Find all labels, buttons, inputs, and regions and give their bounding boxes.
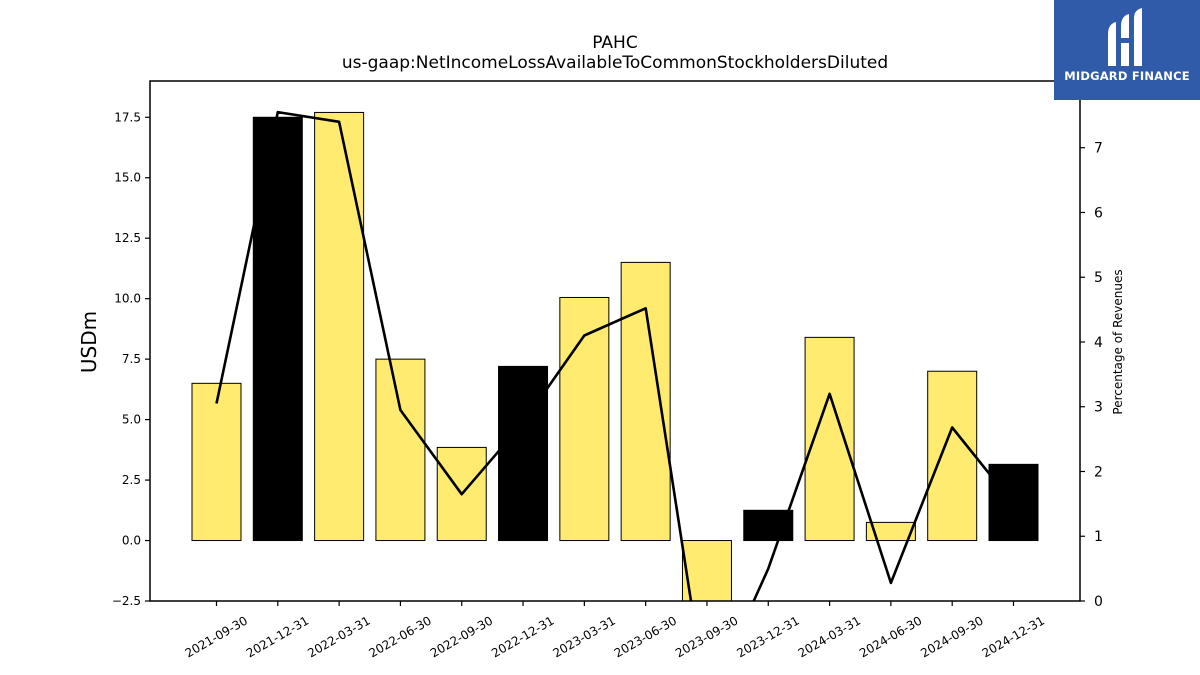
plot-frame (149, 80, 1081, 602)
x-tick-label: 2024-12-31 (980, 613, 1047, 660)
x-tick-label: 2022-03-31 (305, 613, 372, 660)
x-tick-label: 2024-09-30 (918, 613, 985, 660)
y-tick-label-right: 1 (1094, 529, 1103, 545)
y-tick-label-left: 2.5 (122, 473, 141, 487)
y-tick-label-left: 17.5 (114, 110, 141, 124)
bar-2022-12-31 (498, 365, 549, 542)
x-tick-label: 2021-12-31 (244, 613, 311, 660)
y-tick-label-right: 5 (1094, 270, 1103, 286)
x-tick-label: 2023-12-31 (734, 613, 801, 660)
y-tick-label-left: 15.0 (114, 171, 141, 185)
bar-2023-12-31 (743, 509, 794, 542)
x-tick-label: 2022-12-31 (489, 613, 556, 660)
bar-2021-12-31 (252, 116, 303, 542)
bar-2021-09-30 (191, 382, 242, 542)
brand-name: MIDGARD FINANCE (1064, 69, 1190, 83)
x-tick-label: 2022-09-30 (428, 613, 495, 660)
x-tick-label: 2024-06-30 (857, 613, 924, 660)
bar-2023-06-30 (620, 261, 671, 542)
y-tick-label-right: 4 (1094, 335, 1103, 351)
y-tick-label-right: 3 (1094, 400, 1103, 416)
percentage-line (215, 110, 1015, 601)
bar-2024-06-30 (865, 521, 916, 542)
x-tick-label: 2023-06-30 (612, 613, 679, 660)
y-tick-label-left: 0.0 (122, 534, 141, 548)
x-tick-label: 2023-03-31 (550, 613, 617, 660)
y-tick-label-right: 0 (1094, 594, 1103, 610)
x-tick-label: 2024-03-31 (796, 613, 863, 660)
bar-series (191, 111, 1039, 602)
y-tick-label-right: 6 (1094, 205, 1103, 221)
brand-logo-box: MIDGARD FINANCE (1054, 0, 1200, 100)
y-axis-left: −2.5 0.0 2.5 5.0 7.5 10.0 12.5 15.0 17.5 (112, 110, 150, 608)
bar-2023-03-31 (559, 296, 610, 542)
chart-title: PAHC (592, 33, 637, 53)
bar-2022-06-30 (375, 358, 426, 542)
y-tick-label-left: 7.5 (122, 352, 141, 366)
chart-subtitle: us-gaap:NetIncomeLossAvailableToCommonSt… (342, 53, 888, 73)
y-axis-label-right: Percentage of Revenues (1111, 269, 1125, 414)
y-tick-label-left: 5.0 (122, 413, 141, 427)
y-tick-label-right: 2 (1094, 464, 1103, 480)
x-tick-label: 2022-06-30 (367, 613, 434, 660)
x-axis: 2021-09-302021-12-312022-03-312022-06-30… (183, 601, 1047, 660)
bar-2022-03-31 (314, 111, 365, 542)
y-axis-right: 0 1 2 3 4 5 6 7 (1080, 141, 1103, 610)
y-tick-label-left: 12.5 (114, 231, 141, 245)
y-axis-label-left: USDm (77, 311, 101, 373)
y-tick-label-left: 10.0 (114, 292, 141, 306)
line-series (215, 110, 1015, 601)
y-tick-label-left: −2.5 (112, 594, 141, 608)
bar-2024-09-30 (927, 370, 978, 542)
y-tick-label-right: 7 (1094, 141, 1103, 157)
x-tick-label: 2021-09-30 (183, 613, 250, 660)
x-tick-label: 2023-09-30 (673, 613, 740, 660)
midgard-logo-icon (1108, 8, 1142, 66)
